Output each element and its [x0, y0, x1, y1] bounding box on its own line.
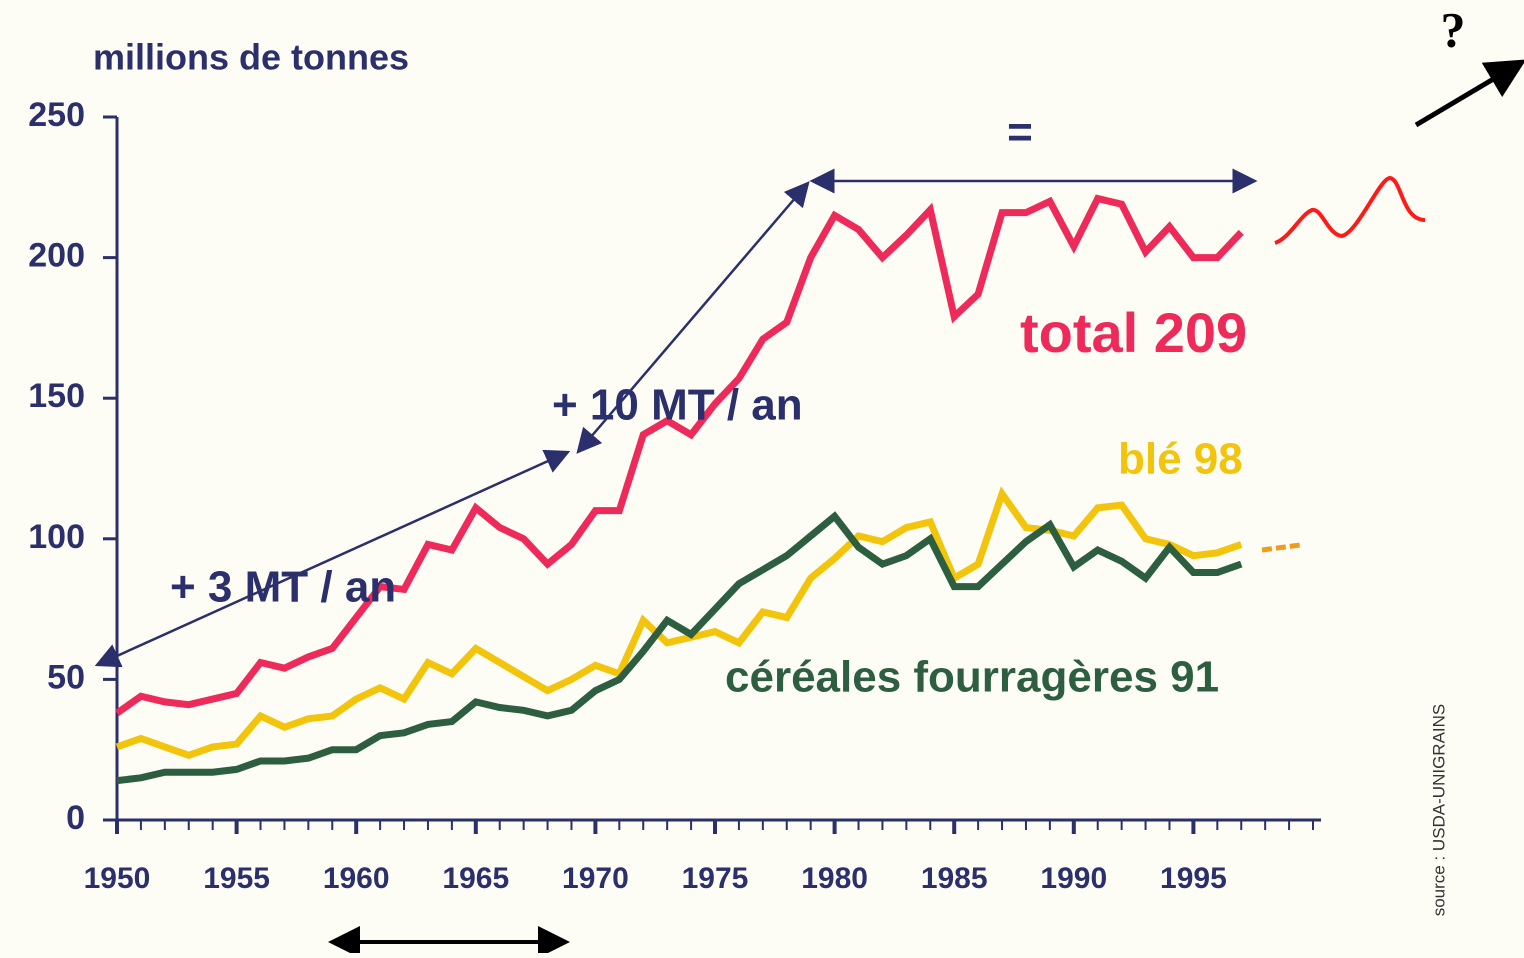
series-line [114, 194, 1244, 717]
x-tick-label: 1995 [1160, 862, 1227, 895]
forecast-squiggle [1274, 175, 1426, 245]
annotation: + 10 MT / an [552, 381, 803, 430]
y-axis-label: millions de tonnes [93, 37, 409, 78]
y-tick-label: 200 [28, 237, 85, 275]
y-tick-label: 150 [28, 377, 85, 415]
arrow [1414, 59, 1524, 128]
annotation: = [1007, 108, 1033, 157]
annotation: + 3 MT / an [170, 563, 396, 612]
y-tick-label: 100 [28, 518, 85, 556]
x-tick-label: 1955 [203, 862, 270, 895]
y-tick-label: 50 [47, 658, 85, 696]
x-tick-label: 1960 [323, 862, 390, 895]
x-tick-label: 1950 [84, 862, 151, 895]
trend-arrow [94, 449, 571, 668]
x-tick-label: 1975 [682, 862, 749, 895]
series-label: total 209 [1020, 301, 1247, 364]
forecast-dash [1261, 542, 1301, 553]
series-label: blé 98 [1118, 435, 1243, 484]
x-tick-label: 1985 [921, 862, 988, 895]
source: source : USDA-UNIGRAINS [1429, 704, 1448, 917]
x-tick-label: 1980 [801, 862, 868, 895]
y-tick-label: 0 [66, 799, 85, 837]
series-line [116, 511, 1243, 785]
x-tick-label: 1965 [442, 862, 509, 895]
series-label: céréales fourragères 91 [725, 653, 1219, 702]
x-tick-label: 1970 [562, 862, 629, 895]
y-tick-label: 250 [28, 96, 85, 134]
trend-arrow [576, 181, 810, 454]
x-tick-label: 1990 [1040, 862, 1107, 895]
annotation: ? [1441, 1, 1466, 57]
